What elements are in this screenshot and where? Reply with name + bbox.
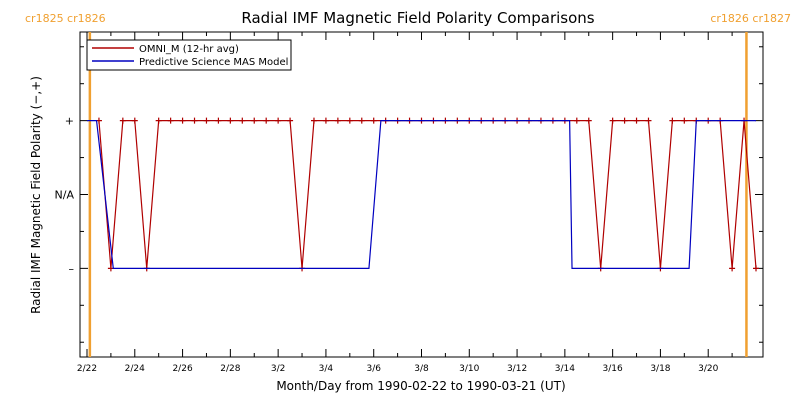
legend-label-mas: Predictive Science MAS Model <box>139 57 288 68</box>
legend-label-omni: OMNI_M (12-hr avg) <box>139 44 239 55</box>
data-point-marker <box>669 117 676 124</box>
data-point-marker <box>346 117 353 124</box>
data-point-marker <box>227 117 234 124</box>
plot-frame <box>79 31 764 358</box>
data-point-marker <box>370 117 377 124</box>
x-tick-label: 2/24 <box>125 364 145 374</box>
data-point-marker <box>358 117 365 124</box>
y-tick-label: N/A <box>55 189 75 202</box>
y-tick-label: + <box>65 115 74 128</box>
data-point-marker <box>729 265 736 272</box>
x-axis-label: Month/Day from 1990-02-22 to 1990-03-21 … <box>276 379 565 393</box>
x-tick-labels: 2/22 2/24 2/26 2/28 3/2 3/4 3/6 3/8 3/10 3/12 3/14… <box>77 364 719 374</box>
x-tick-label: 3/4 <box>319 364 334 374</box>
data-point-marker <box>119 117 126 124</box>
data-point-marker <box>621 117 628 124</box>
data-point-marker <box>287 117 294 124</box>
data-point-marker <box>573 117 580 124</box>
legend: OMNI_M (12-hr avg) Predictive Science MA… <box>86 39 292 71</box>
data-point-marker <box>633 117 640 124</box>
data-point-marker <box>239 117 246 124</box>
legend-box <box>86 39 292 71</box>
x-tick-label: 3/16 <box>603 364 623 374</box>
x-tick-label: 2/28 <box>220 364 240 374</box>
data-series <box>87 117 759 272</box>
data-point-marker <box>681 117 688 124</box>
data-point-marker <box>645 117 652 124</box>
data-point-marker <box>167 117 174 124</box>
x-tick-label: 3/20 <box>698 364 718 374</box>
y-axis-label: Radial IMF Magnetic Field Polarity (−,+) <box>29 76 43 314</box>
x-tick-label: 3/14 <box>555 364 575 374</box>
data-point-marker <box>322 117 329 124</box>
y-tick-labels: + N/A – <box>55 115 75 276</box>
data-point-marker <box>191 117 198 124</box>
data-point-marker <box>251 117 258 124</box>
data-point-marker <box>179 117 186 124</box>
axis-ticks <box>80 32 763 357</box>
x-tick-label: 3/8 <box>414 364 429 374</box>
x-tick-label: 3/12 <box>507 364 527 374</box>
carrington-label-left: cr1825 cr1826 <box>25 12 106 25</box>
data-point-marker <box>585 117 592 124</box>
data-point-marker <box>275 117 282 124</box>
data-point-marker <box>131 117 138 124</box>
chart-title: Radial IMF Magnetic Field Polarity Compa… <box>241 9 594 27</box>
data-point-marker <box>203 117 210 124</box>
x-tick-label: 3/2 <box>271 364 285 374</box>
x-tick-label: 2/26 <box>172 364 192 374</box>
data-point-marker <box>263 117 270 124</box>
x-tick-label: 3/6 <box>366 364 381 374</box>
data-point-marker <box>155 117 162 124</box>
data-point-marker <box>215 117 222 124</box>
x-tick-label: 3/18 <box>650 364 670 374</box>
x-tick-label: 3/10 <box>459 364 479 374</box>
carrington-label-right: cr1826 cr1827 <box>710 12 791 25</box>
data-point-marker <box>753 265 759 272</box>
series-line-mas <box>87 120 756 269</box>
y-tick-label: – <box>69 262 75 275</box>
carrington-boundary-lines <box>88 32 748 357</box>
series-line-omni <box>98 120 757 269</box>
data-point-marker <box>609 117 616 124</box>
data-point-marker <box>334 117 341 124</box>
x-tick-label: 2/22 <box>77 364 97 374</box>
data-point-marker <box>310 117 317 124</box>
